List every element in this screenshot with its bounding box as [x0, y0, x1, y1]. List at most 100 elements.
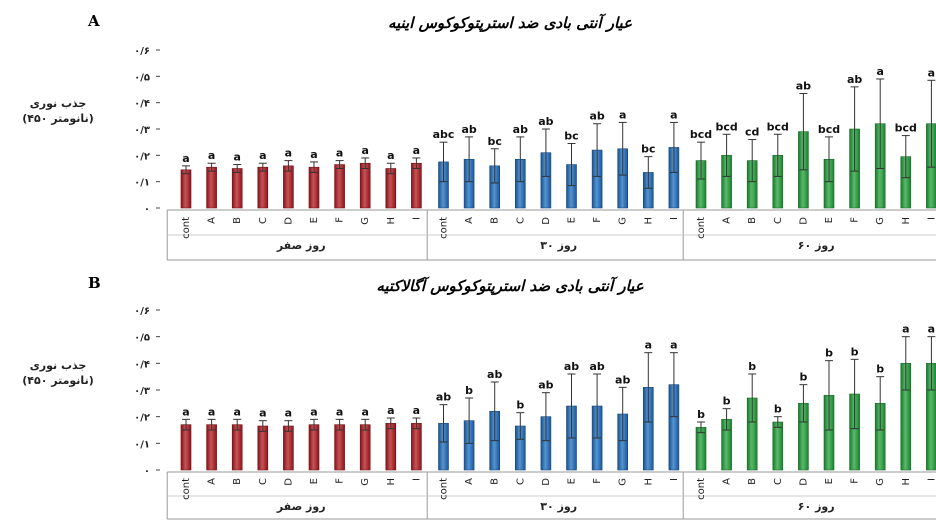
significance-label: b — [516, 399, 524, 412]
y-axis-label-line1: جذب نوری — [29, 359, 87, 372]
significance-label: a — [876, 65, 883, 78]
y-tick-label: ۰/۶ — [134, 46, 150, 57]
significance-label: abc — [433, 128, 455, 141]
significance-label: ab — [487, 368, 502, 381]
significance-label: cd — [745, 126, 759, 139]
bar — [334, 424, 345, 471]
category-label: A — [464, 217, 475, 224]
bar — [385, 423, 397, 471]
significance-label: a — [336, 405, 343, 418]
category-label: E — [309, 217, 320, 223]
bar — [283, 425, 294, 471]
category-label: G — [875, 478, 886, 486]
significance-label: a — [182, 405, 189, 418]
category-label: D — [283, 217, 294, 225]
panel-a-plot: ۰ ۰/۱ ۰/۲ ۰/۳ ۰/۴ ۰/۵ ۰/۶ a cont a Aa Ba Ca Da Ea Fa Ga H… — [134, 46, 936, 261]
category-label: C — [773, 478, 784, 485]
significance-label: b — [851, 345, 859, 358]
category-label: C — [773, 217, 784, 224]
significance-label: a — [361, 405, 368, 418]
significance-label: ab — [796, 79, 811, 92]
y-tick-label: ۰/۴ — [134, 359, 150, 370]
significance-label: ab — [564, 360, 579, 373]
significance-label: b — [697, 408, 705, 421]
category-label: G — [875, 217, 886, 225]
category-label: cont — [439, 478, 450, 500]
y-tick-label: ۰/۱ — [134, 439, 150, 450]
category-label: B — [747, 217, 758, 224]
significance-label: a — [413, 404, 420, 417]
panel-a-y-axis-label: جذب نوری (۴۵۰ نانومتر) — [18, 96, 98, 126]
bar — [772, 421, 784, 471]
category-label: B — [490, 217, 501, 224]
bar — [411, 162, 422, 209]
significance-label: a — [387, 149, 394, 162]
bar — [334, 164, 345, 209]
category-label: D — [798, 217, 809, 225]
category-label: F — [335, 478, 346, 484]
significance-label: a — [619, 108, 626, 121]
significance-label: a — [285, 147, 292, 160]
y-tick-label: ۰/۲ — [134, 413, 150, 424]
bar — [411, 423, 422, 471]
group-label: روز ۳۰ — [540, 239, 577, 252]
y-tick-label: ۰/۳ — [134, 386, 150, 397]
bar — [359, 424, 371, 471]
significance-label: b — [748, 360, 756, 373]
panel-b-plot: ۰ ۰/۱ ۰/۲ ۰/۳ ۰/۴ ۰/۵ ۰/۶ a cont a Aa Ba Ca Da Ea Fa Ga H… — [134, 306, 936, 520]
bar — [206, 424, 217, 471]
category-label: E — [567, 478, 578, 484]
category-label: H — [643, 478, 654, 486]
significance-label: bc — [641, 143, 655, 156]
bar — [206, 166, 217, 209]
category-label: F — [592, 478, 603, 484]
significance-label: a — [645, 339, 652, 352]
significance-label: a — [208, 149, 215, 162]
significance-label: ab — [513, 123, 528, 136]
significance-label: ab — [436, 391, 451, 404]
category-label: F — [335, 217, 346, 223]
y-axis-label-line1: جذب نوری — [29, 97, 87, 110]
significance-label: a — [310, 405, 317, 418]
category-label: A — [722, 478, 733, 485]
category-label: H — [901, 217, 912, 225]
category-label: F — [850, 478, 861, 484]
bar — [308, 424, 320, 471]
category-label: H — [386, 217, 397, 225]
group-label: روز ۶۰ — [798, 239, 835, 252]
group-label: روز صفر — [276, 239, 326, 252]
category-label: E — [824, 217, 835, 223]
category-label: B — [232, 217, 243, 224]
significance-label: ab — [589, 110, 604, 123]
significance-label: a — [259, 407, 266, 420]
y-axis-label-line2: (۴۵۰ نانومتر) — [22, 112, 94, 125]
category-label: I — [411, 478, 422, 481]
category-label: D — [541, 217, 552, 225]
significance-label: a — [670, 108, 677, 121]
significance-label: a — [208, 405, 215, 418]
category-label: A — [464, 478, 475, 485]
significance-label: a — [233, 405, 240, 418]
bar — [359, 162, 371, 209]
significance-label: ab — [538, 379, 553, 392]
panel-a-title: عیار آنتی بادی ضد استرپتوکوکوس اینیه — [388, 13, 632, 32]
significance-label: a — [336, 147, 343, 160]
category-label: G — [618, 217, 629, 225]
significance-label: bcd — [690, 128, 712, 141]
bar — [257, 166, 269, 209]
significance-label: ab — [615, 373, 630, 386]
category-label: B — [747, 478, 758, 485]
category-label: F — [850, 217, 861, 223]
bar — [385, 168, 397, 209]
category-label: C — [515, 478, 526, 485]
significance-label: ab — [589, 360, 604, 373]
bar — [257, 425, 269, 471]
panel-a-letter: A — [87, 12, 100, 30]
category-label: G — [618, 478, 629, 486]
category-label: I — [669, 217, 680, 220]
category-label: cont — [181, 478, 192, 500]
category-label: I — [411, 217, 422, 220]
category-label: H — [386, 478, 397, 486]
category-label: E — [309, 478, 320, 484]
